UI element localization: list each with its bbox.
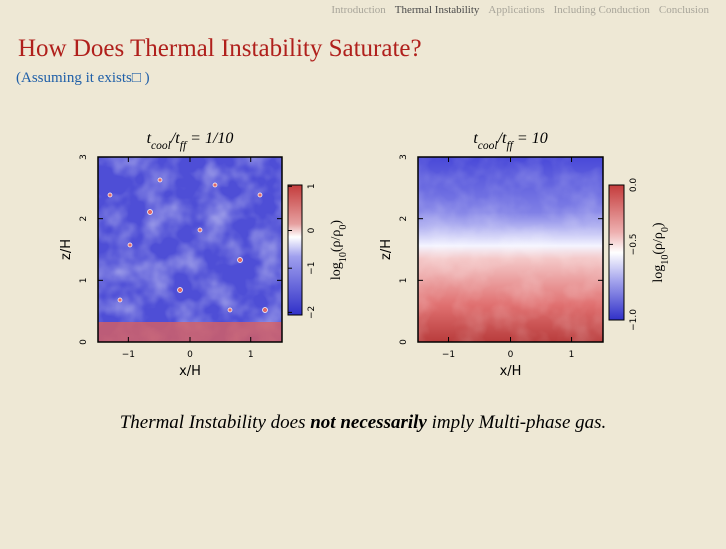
colorbar-tick-label: 0.0 — [629, 178, 639, 193]
colorbar-tick-label: 1 — [307, 183, 317, 189]
panel-title: tcool/tff = 1/10 — [147, 130, 234, 152]
caption: Thermal Instability does not necessarily… — [120, 412, 607, 433]
nav-item: Thermal Instability — [395, 4, 480, 16]
y-tick-label: 1 — [79, 277, 89, 283]
text: /t — [497, 130, 507, 147]
colorbar-tick-label: −1.0 — [629, 309, 639, 331]
slide-subtitle: (Assuming it exists□ ) — [16, 70, 150, 86]
subscript: 10 — [338, 252, 349, 262]
text: log — [651, 265, 666, 283]
text: ) — [329, 220, 344, 225]
colorbar-tick-label: −1 — [307, 262, 317, 275]
x-axis-label: x/H — [500, 364, 522, 379]
cold-clumps — [107, 177, 268, 313]
text: = 10 — [513, 130, 548, 147]
y-tick-label: 1 — [399, 277, 409, 283]
y-tick-label: 0 — [79, 339, 89, 345]
subscript: cool — [151, 140, 171, 152]
nav-item: Conclusion — [659, 4, 710, 16]
x-tick-label: 0 — [508, 350, 514, 360]
y-tick-label: 2 — [399, 216, 409, 222]
x-tick-label: −1 — [122, 350, 135, 360]
text: log — [329, 262, 344, 280]
nav-item: Introduction — [331, 4, 386, 16]
x-tick-label: 1 — [569, 350, 575, 360]
nav-bar: Introduction​Thermal Instability​Applica… — [331, 4, 709, 16]
y-axis-label: z/H — [59, 239, 74, 260]
slide-title: How Does Thermal Instability Saturate? — [18, 35, 422, 62]
text: (ρ/ρ — [651, 232, 666, 255]
image-dense-layer — [98, 322, 282, 342]
colorbar-tick-label: 0 — [307, 227, 317, 233]
nav-item: Including Conduction — [554, 4, 651, 16]
bold-text: not necessarily — [310, 412, 427, 433]
colorbar-tick-label: −2 — [307, 306, 317, 319]
text: imply Multi-phase gas. — [427, 412, 606, 433]
subscript: 0 — [660, 227, 671, 232]
subscript: ff — [506, 140, 514, 152]
subscript: 10 — [660, 255, 671, 265]
x-axis-label: x/H — [179, 364, 201, 379]
text: ) — [651, 222, 666, 227]
text: Thermal Instability does — [120, 412, 311, 433]
y-axis-label: z/H — [379, 239, 394, 260]
x-tick-label: 0 — [187, 350, 193, 360]
text: = 1/10 — [186, 130, 233, 147]
y-tick-label: 2 — [79, 216, 89, 222]
colorbar — [608, 184, 625, 321]
x-tick-label: 1 — [248, 350, 254, 360]
y-tick-label: 0 — [399, 339, 409, 345]
nav-item: Applications — [488, 4, 544, 16]
x-tick-label: −1 — [442, 350, 455, 360]
text: t — [147, 130, 152, 147]
text: t — [473, 130, 478, 147]
colorbar-label: log10(ρ/ρ0) — [329, 220, 349, 281]
subscript: ff — [180, 140, 188, 152]
colorbar — [287, 184, 303, 316]
image-texture — [418, 157, 603, 342]
text: /t — [170, 130, 180, 147]
subscript: cool — [478, 140, 498, 152]
image-texture — [98, 157, 282, 342]
panel-title: tcool/tff = 10 — [473, 130, 547, 152]
subscript: 0 — [338, 225, 349, 230]
y-tick-label: 3 — [79, 154, 89, 160]
colorbar-label: log10(ρ/ρ0) — [651, 222, 671, 283]
text: (ρ/ρ — [329, 230, 344, 253]
y-tick-label: 3 — [399, 154, 409, 160]
colorbar-tick-label: −0.5 — [629, 233, 639, 255]
